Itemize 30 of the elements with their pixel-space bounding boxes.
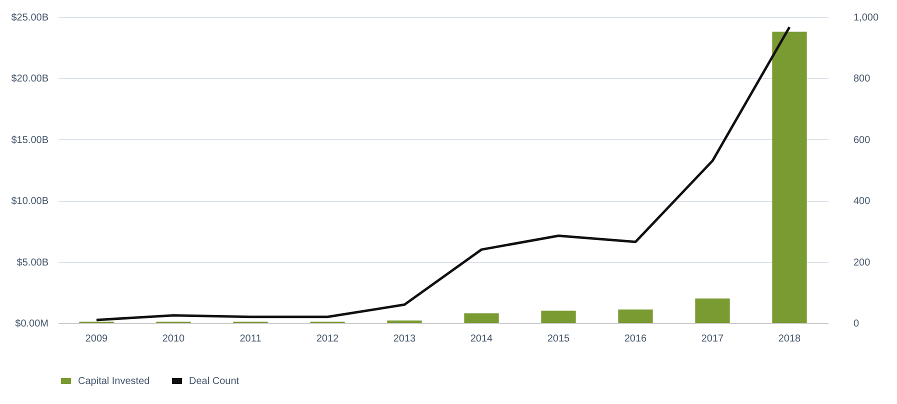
y-tick-label: $25.00B	[11, 12, 49, 24]
bar	[618, 310, 653, 323]
y2-tick-label: 200	[854, 257, 871, 268]
x-tick-label: 2013	[393, 334, 416, 344]
y2-tick-label: 600	[854, 134, 871, 146]
y-tick-label: $20.00B	[11, 74, 49, 85]
x-tick-label: 2015	[547, 334, 570, 344]
x-tick-label: 2009	[85, 334, 108, 344]
x-tick-label: 2018	[778, 334, 802, 344]
x-tick-label: 2011	[240, 334, 262, 344]
x-tick-label: 2017	[701, 334, 724, 344]
bar	[772, 32, 807, 323]
line-series	[95, 26, 791, 322]
y2-tick-label: 1,000	[854, 12, 879, 24]
bar	[464, 313, 499, 323]
x-tick-label: 2014	[470, 334, 494, 344]
y2-tick-label: 400	[854, 196, 871, 208]
bar	[695, 298, 730, 323]
y2-tick-label: 0	[854, 318, 860, 330]
y-tick-label: $10.00B	[11, 196, 49, 208]
x-tick-label: 2012	[316, 334, 340, 344]
bar	[541, 310, 576, 323]
legend-label: Capital Invested	[78, 376, 150, 387]
x-tick-label: 2010	[162, 334, 186, 344]
x-tick-label: 2016	[624, 334, 648, 344]
y2-tick-label: 800	[854, 74, 871, 85]
y-tick-label: $15.00B	[11, 134, 49, 146]
y-tick-label: $5.00B	[16, 257, 49, 268]
y-tick-label: $0.00M	[15, 318, 48, 330]
legend-label: Deal Count	[189, 376, 240, 387]
